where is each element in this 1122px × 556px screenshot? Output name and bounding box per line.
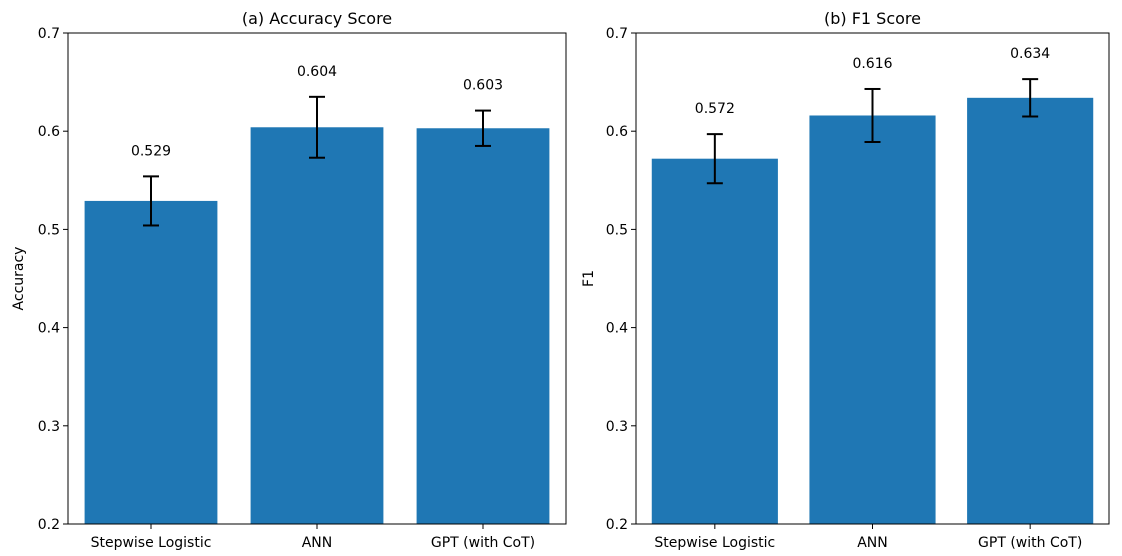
error-bar-2 xyxy=(475,109,491,147)
data-label-1: 0.616 xyxy=(852,56,892,72)
data-label-0: 0.529 xyxy=(131,143,171,159)
error-bar-0 xyxy=(143,175,159,227)
x-tick-label: ANN xyxy=(857,535,888,551)
bar-0 xyxy=(651,158,778,525)
x-tick-label: GPT (with CoT) xyxy=(978,535,1082,551)
bar-2 xyxy=(967,97,1094,524)
error-bar-2 xyxy=(1022,78,1039,118)
y-tick-label: 0.3 xyxy=(606,419,628,435)
y-tick-label: 0.6 xyxy=(606,124,628,140)
y-tick-label: 0.2 xyxy=(606,517,628,533)
data-label-2: 0.603 xyxy=(463,78,503,94)
chart-panel-1: 0.572 0.616 0.634 0.2 0.3 0.4 0.5 0.6 0.7 Stepwis… xyxy=(581,9,1110,551)
error-bar-1 xyxy=(864,87,881,144)
y-axis-label: F1 xyxy=(581,270,597,287)
data-label-2: 0.634 xyxy=(1010,46,1050,62)
y-tick-label: 0.3 xyxy=(38,419,60,435)
error-bar-0 xyxy=(706,133,723,185)
bar-1 xyxy=(250,127,384,524)
y-tick-label: 0.6 xyxy=(38,124,60,140)
bar-2 xyxy=(416,128,550,524)
y-tick-label: 0.5 xyxy=(606,222,628,238)
bar-0 xyxy=(84,200,218,524)
error-bar-1 xyxy=(309,95,325,159)
x-tick-label: Stepwise Logistic xyxy=(91,535,212,551)
y-tick-label: 0.2 xyxy=(38,517,60,533)
y-tick-label: 0.4 xyxy=(606,321,628,337)
data-label-0: 0.572 xyxy=(695,101,735,117)
y-axis-label: Accuracy xyxy=(11,247,27,311)
y-tick-label: 0.5 xyxy=(38,222,60,238)
chart-title: (a) Accuracy Score xyxy=(242,9,392,28)
x-tick-label: ANN xyxy=(302,535,333,551)
chart-panel-0: 0.529 0.604 0.603 0.2 0.3 0.4 0.5 0.6 0.7 Stepwis… xyxy=(11,9,567,551)
y-tick-label: 0.7 xyxy=(606,26,628,42)
x-tick-label: Stepwise Logistic xyxy=(654,535,775,551)
x-tick-label: GPT (with CoT) xyxy=(431,535,535,551)
data-label-1: 0.604 xyxy=(297,64,337,80)
y-tick-label: 0.4 xyxy=(38,321,60,337)
y-tick-label: 0.7 xyxy=(38,26,60,42)
bar-1 xyxy=(809,115,936,524)
chart-title: (b) F1 Score xyxy=(824,9,921,28)
